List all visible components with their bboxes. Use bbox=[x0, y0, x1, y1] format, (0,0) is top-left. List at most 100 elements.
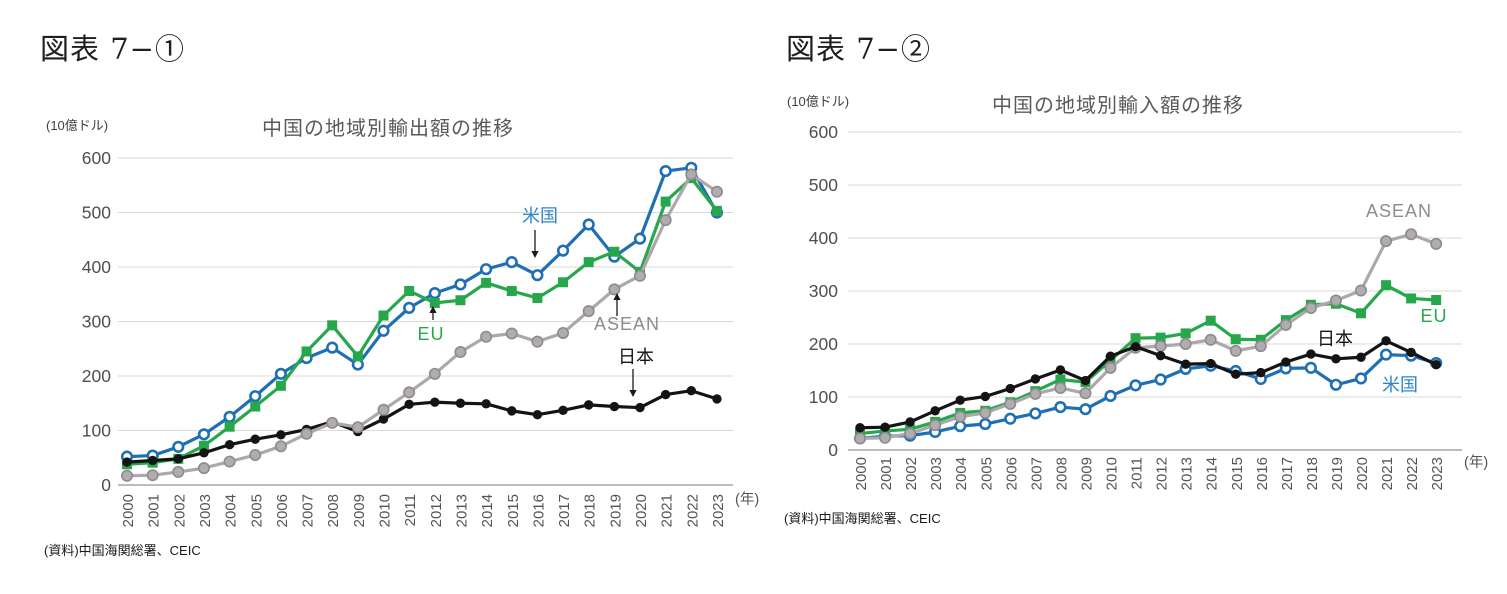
marker-japan bbox=[507, 406, 517, 416]
marker-asean bbox=[1304, 301, 1317, 314]
marker-asean bbox=[633, 269, 646, 282]
x-tick-label-2007: 2007 bbox=[300, 494, 317, 527]
marker-eu bbox=[609, 246, 620, 257]
x-tick-label-2006: 2006 bbox=[274, 494, 291, 527]
x-tick-label-2003: 2003 bbox=[197, 494, 214, 527]
x-tick-label-2009: 2009 bbox=[351, 494, 368, 527]
x-tick-label-2022: 2022 bbox=[684, 494, 701, 527]
marker-japan bbox=[1381, 336, 1391, 346]
marker-asean bbox=[1029, 387, 1042, 400]
marker-us bbox=[954, 420, 967, 433]
x-tick-label-2018: 2018 bbox=[582, 494, 599, 527]
marker-eu bbox=[1431, 295, 1442, 306]
series-line-japan bbox=[858, 339, 1438, 430]
marker-japan bbox=[712, 394, 722, 404]
marker-asean bbox=[1405, 228, 1418, 241]
x-tick-label-2004: 2004 bbox=[223, 494, 240, 527]
x-tick-label-2008: 2008 bbox=[325, 494, 342, 527]
x-tick-label-2000: 2000 bbox=[120, 494, 137, 527]
marker-japan bbox=[1306, 349, 1316, 359]
marker-us bbox=[403, 301, 416, 314]
marker-asean bbox=[659, 214, 672, 227]
marker-eu bbox=[1205, 315, 1216, 326]
marker-asean bbox=[1154, 340, 1167, 353]
x-tick-label-2014: 2014 bbox=[1204, 457, 1221, 490]
y-tick-label-200: 200 bbox=[809, 334, 838, 354]
marker-eu bbox=[455, 295, 466, 306]
marker-us bbox=[1004, 412, 1017, 425]
x-tick-label-2001: 2001 bbox=[878, 457, 895, 490]
marker-asean bbox=[249, 449, 262, 462]
y-tick-label-400: 400 bbox=[809, 228, 838, 248]
marker-japan bbox=[224, 439, 235, 450]
marker-japan bbox=[122, 457, 132, 467]
marker-us bbox=[1054, 400, 1067, 414]
x-tick-label-2011: 2011 bbox=[1129, 457, 1146, 489]
marker-japan bbox=[1431, 359, 1441, 370]
marker-asean bbox=[557, 326, 570, 339]
marker-asean bbox=[351, 421, 364, 434]
marker-us bbox=[1029, 407, 1042, 420]
y-tick-label-300: 300 bbox=[82, 312, 111, 332]
marker-japan bbox=[1331, 354, 1341, 364]
marker-asean bbox=[1054, 381, 1067, 394]
marker-eu bbox=[711, 205, 722, 216]
marker-japan bbox=[584, 400, 594, 410]
marker-asean bbox=[710, 185, 723, 198]
marker-asean bbox=[377, 403, 390, 416]
x-tick-label-2006: 2006 bbox=[1003, 457, 1020, 490]
marker-eu bbox=[1155, 332, 1166, 343]
marker-eu bbox=[583, 257, 594, 268]
marker-eu bbox=[301, 346, 312, 357]
x-tick-label-2017: 2017 bbox=[556, 494, 573, 527]
marker-asean bbox=[979, 406, 992, 419]
x-tick-label-2020: 2020 bbox=[1354, 457, 1371, 490]
marker-asean bbox=[954, 410, 967, 423]
marker-us bbox=[454, 278, 467, 291]
figure2-y-axis-unit-label: (10億ドル) bbox=[787, 94, 850, 109]
series-label-eu: EU bbox=[1420, 306, 1447, 326]
marker-asean bbox=[1380, 235, 1393, 248]
figure2-chart-title: 中国の地域別輸入額の推移 bbox=[992, 95, 1244, 117]
marker-asean bbox=[1004, 397, 1017, 410]
marker-eu bbox=[1381, 280, 1392, 291]
x-tick-label-2005: 2005 bbox=[978, 457, 995, 490]
marker-asean bbox=[326, 416, 339, 429]
marker-asean bbox=[1279, 318, 1292, 331]
y-tick-label-0: 0 bbox=[828, 440, 838, 460]
marker-us bbox=[1129, 379, 1142, 392]
marker-us bbox=[223, 410, 236, 423]
marker-japan bbox=[1356, 352, 1366, 362]
series-us bbox=[120, 161, 724, 463]
marker-asean bbox=[1104, 361, 1117, 374]
x-tick-label-2012: 2012 bbox=[1154, 457, 1171, 490]
series-japan bbox=[122, 386, 722, 467]
marker-eu bbox=[198, 440, 209, 451]
series-label-japan: 日本 bbox=[618, 347, 654, 367]
marker-us bbox=[1354, 372, 1368, 385]
marker-japan bbox=[955, 395, 965, 405]
y-tick-label-500: 500 bbox=[82, 203, 111, 223]
marker-asean bbox=[172, 465, 185, 478]
marker-eu bbox=[327, 320, 338, 331]
marker-us bbox=[197, 428, 211, 441]
marker-eu bbox=[1406, 293, 1417, 304]
marker-eu bbox=[1055, 374, 1066, 385]
x-tick-label-2011: 2011 bbox=[402, 494, 419, 526]
marker-asean bbox=[146, 469, 159, 482]
marker-us bbox=[531, 269, 544, 282]
marker-eu bbox=[1130, 333, 1141, 344]
marker-asean bbox=[1229, 344, 1242, 357]
marker-japan bbox=[1406, 347, 1416, 358]
marker-japan bbox=[558, 405, 568, 416]
marker-japan bbox=[880, 422, 890, 432]
marker-us bbox=[249, 390, 262, 403]
series-label-us: 米国 bbox=[522, 206, 558, 226]
x-tick-label-2021: 2021 bbox=[659, 494, 676, 527]
y-tick-label-0: 0 bbox=[101, 475, 111, 495]
x-tick-label-2016: 2016 bbox=[530, 494, 547, 527]
marker-asean bbox=[454, 346, 467, 359]
marker-us bbox=[979, 417, 992, 431]
x-tick-label-2012: 2012 bbox=[428, 494, 445, 527]
marker-japan bbox=[147, 455, 158, 466]
